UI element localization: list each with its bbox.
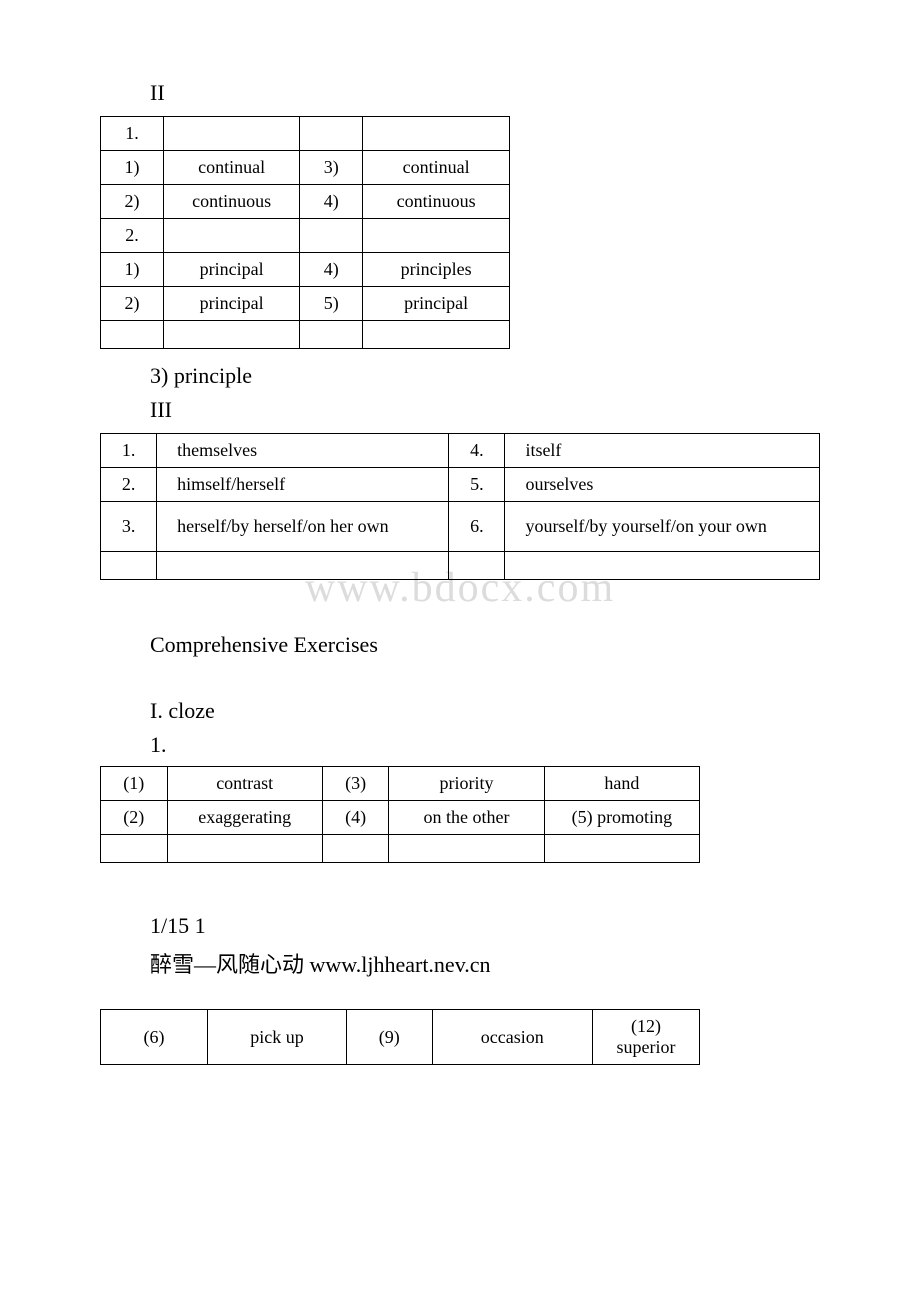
- table-cloze-2: (6) pick up (9) occasion (12) superior: [100, 1009, 700, 1065]
- cell: 3.: [101, 502, 157, 552]
- cell: [101, 835, 168, 863]
- cell: [163, 219, 299, 253]
- cell: [300, 219, 363, 253]
- cell: 1.: [101, 434, 157, 468]
- table-row: 2.: [101, 219, 510, 253]
- cell: principles: [363, 253, 510, 287]
- cell: principal: [363, 287, 510, 321]
- cell: 2): [101, 287, 164, 321]
- table-row: (1) contrast (3) priority hand: [101, 767, 700, 801]
- table-row: [101, 552, 820, 580]
- cell: 2.: [101, 219, 164, 253]
- cell: [363, 219, 510, 253]
- cell: [163, 321, 299, 349]
- cell: 1.: [101, 117, 164, 151]
- cell: 2): [101, 185, 164, 219]
- cell: himself/herself: [157, 468, 449, 502]
- section-ii-label: II: [150, 80, 820, 106]
- cell: 2.: [101, 468, 157, 502]
- cell: 5): [300, 287, 363, 321]
- cell: [157, 552, 449, 580]
- cell: [505, 552, 820, 580]
- table-iii: 1. themselves 4. itself 2. himself/herse…: [100, 433, 820, 580]
- cell: [101, 552, 157, 580]
- cell: principal: [163, 253, 299, 287]
- cell: on the other: [389, 801, 544, 835]
- cell: 1): [101, 151, 164, 185]
- cell: exaggerating: [167, 801, 322, 835]
- cell: 4): [300, 185, 363, 219]
- cell: [322, 835, 389, 863]
- cell: continual: [363, 151, 510, 185]
- table-row: 2) continuous 4) continuous: [101, 185, 510, 219]
- cell: (2): [101, 801, 168, 835]
- table-row: 1. themselves 4. itself: [101, 434, 820, 468]
- cell: [300, 321, 363, 349]
- cell: 1): [101, 253, 164, 287]
- cell: 4): [300, 253, 363, 287]
- table-row: 3. herself/by herself/on her own 6. your…: [101, 502, 820, 552]
- cell: occasion: [432, 1010, 592, 1065]
- table-row: 1) principal 4) principles: [101, 253, 510, 287]
- cell: [449, 552, 505, 580]
- cell: 6.: [449, 502, 505, 552]
- heading-cloze: I. cloze: [150, 698, 820, 724]
- table-row: 2) principal 5) principal: [101, 287, 510, 321]
- cell: [167, 835, 322, 863]
- table-row: [101, 835, 700, 863]
- line-motto: 醉雪—风随心动 www.ljhheart.nev.cn: [150, 947, 820, 979]
- heading-comprehensive: Comprehensive Exercises: [150, 632, 820, 658]
- cell: continuous: [363, 185, 510, 219]
- cell: (5) promoting: [544, 801, 699, 835]
- cell: ourselves: [505, 468, 820, 502]
- section-iii-label: III: [150, 397, 820, 423]
- cell: [363, 117, 510, 151]
- cell: hand: [544, 767, 699, 801]
- cell: principal: [163, 287, 299, 321]
- cell: themselves: [157, 434, 449, 468]
- cell: (4): [322, 801, 389, 835]
- cell: pick up: [207, 1010, 346, 1065]
- cell: [389, 835, 544, 863]
- label-1: 1.: [150, 732, 820, 758]
- table-row: (2) exaggerating (4) on the other (5) pr…: [101, 801, 700, 835]
- table-row: 2. himself/herself 5. ourselves: [101, 468, 820, 502]
- cell: priority: [389, 767, 544, 801]
- table-row: 1.: [101, 117, 510, 151]
- cell: [363, 321, 510, 349]
- line-3-principle: 3) principle: [150, 363, 820, 389]
- cell: (6): [101, 1010, 208, 1065]
- cell: 3): [300, 151, 363, 185]
- cell: continual: [163, 151, 299, 185]
- table-cloze-1: (1) contrast (3) priority hand (2) exagg…: [100, 766, 700, 863]
- table-ii: 1. 1) continual 3) continual 2) continuo…: [100, 116, 510, 349]
- cell: herself/by herself/on her own: [157, 502, 449, 552]
- cell: [544, 835, 699, 863]
- table-row: 1) continual 3) continual: [101, 151, 510, 185]
- cell: (1): [101, 767, 168, 801]
- cell: (3): [322, 767, 389, 801]
- cell: continuous: [163, 185, 299, 219]
- cell: 4.: [449, 434, 505, 468]
- cell: contrast: [167, 767, 322, 801]
- line-1-15-1: 1/15 1: [150, 913, 820, 939]
- cell: (9): [347, 1010, 433, 1065]
- cell: 5.: [449, 468, 505, 502]
- cell: itself: [505, 434, 820, 468]
- cell: (12) superior: [593, 1010, 700, 1065]
- cell: [101, 321, 164, 349]
- cell: [300, 117, 363, 151]
- cell: [163, 117, 299, 151]
- cell: yourself/by yourself/on your own: [505, 502, 820, 552]
- table-row: [101, 321, 510, 349]
- table-row: (6) pick up (9) occasion (12) superior: [101, 1010, 700, 1065]
